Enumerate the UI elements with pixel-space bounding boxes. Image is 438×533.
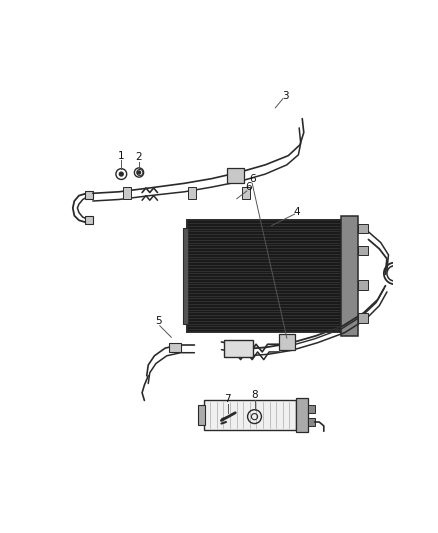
Bar xyxy=(169,343,181,352)
Bar xyxy=(308,418,314,426)
Bar xyxy=(187,220,341,332)
Bar xyxy=(279,334,294,350)
Bar xyxy=(358,313,368,322)
Circle shape xyxy=(138,171,141,174)
Bar xyxy=(358,224,368,233)
Text: 6: 6 xyxy=(249,174,255,184)
Bar xyxy=(358,246,368,255)
Bar xyxy=(296,398,308,432)
Text: 6: 6 xyxy=(245,182,252,192)
Bar xyxy=(183,228,188,324)
Bar xyxy=(227,168,244,183)
Text: 3: 3 xyxy=(282,91,289,101)
Bar xyxy=(198,405,205,425)
Bar xyxy=(358,280,368,289)
Circle shape xyxy=(120,172,123,176)
Bar xyxy=(85,191,93,199)
Bar xyxy=(85,216,93,224)
Bar xyxy=(204,400,296,430)
Text: 7: 7 xyxy=(224,394,231,404)
Bar xyxy=(341,216,358,336)
Text: 4: 4 xyxy=(293,207,300,217)
Bar xyxy=(123,187,131,199)
Bar xyxy=(308,405,314,413)
Text: 1: 1 xyxy=(118,151,124,160)
Text: 2: 2 xyxy=(136,152,142,162)
Text: 5: 5 xyxy=(155,316,162,326)
Bar xyxy=(242,187,250,199)
Bar xyxy=(224,341,253,357)
Text: 8: 8 xyxy=(251,390,258,400)
Bar xyxy=(188,187,196,199)
